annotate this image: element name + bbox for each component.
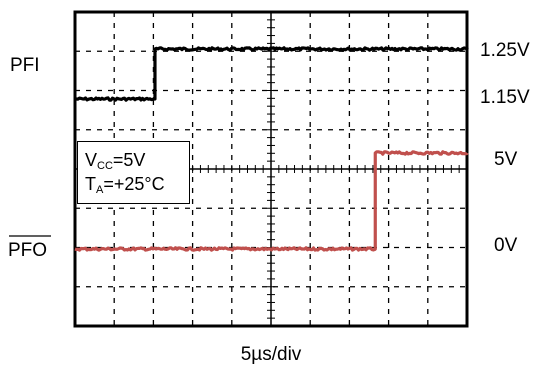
conditions-box: VCC=5V TA=+25°C (77, 141, 190, 204)
series-label-pfo: PFO (8, 240, 47, 261)
level-label-1-25v: 1.25V (480, 40, 530, 61)
ta-annotation: TA=+25°C (85, 174, 165, 196)
trace-pfi (74, 46, 469, 102)
vcc-annotation: VCC=5V (85, 150, 146, 172)
series-label-pfi: PFI (10, 55, 40, 76)
level-label-1-15v: 1.15V (480, 87, 530, 108)
trace-pfo (74, 150, 469, 252)
x-axis-label: 5µs/div (241, 344, 302, 365)
level-label-0v: 0V (494, 235, 518, 256)
level-label-5v: 5V (494, 149, 518, 170)
traces (74, 46, 469, 252)
